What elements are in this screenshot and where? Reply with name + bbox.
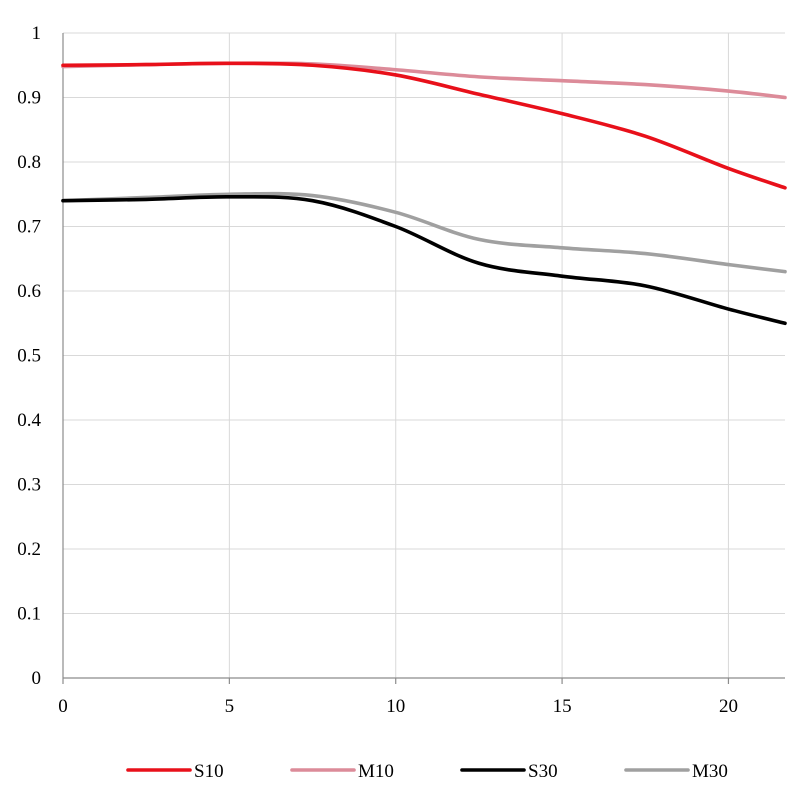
y-tick-label: 0.9 <box>17 88 41 109</box>
y-tick-label: 0 <box>32 668 42 689</box>
grid-layer <box>63 32 785 678</box>
x-tick-label: 15 <box>553 696 572 717</box>
series-line-s30 <box>61 195 787 326</box>
tick-labels: 00.10.20.30.40.50.60.70.80.910 5 10 15 20 <box>17 23 738 717</box>
x-tick-label: 20 <box>719 696 738 717</box>
y-tick-label: 0.2 <box>17 539 41 560</box>
y-tick-label: 0.8 <box>17 152 41 173</box>
x-tick-label: 5 <box>225 696 235 717</box>
series-line-m30 <box>61 191 787 274</box>
y-tick-label: 0.6 <box>17 281 41 302</box>
legend-label-s30: S30 <box>528 761 558 782</box>
axis-layer <box>62 33 785 684</box>
legend: S10 M10 S30 M30 <box>126 761 728 782</box>
y-tick-label: 0.7 <box>17 217 41 238</box>
legend-label-s10: S10 <box>194 761 224 782</box>
y-tick-label: 0.1 <box>17 604 41 625</box>
x-tick-label: 10 <box>386 696 405 717</box>
y-tick-label: 0.5 <box>17 346 41 367</box>
x-tick-label: 0 <box>58 696 68 717</box>
legend-label-m10: M10 <box>358 761 394 782</box>
series-line-s10 <box>61 61 787 190</box>
series-layer <box>61 61 787 326</box>
y-tick-label: 1 <box>32 23 42 44</box>
y-tick-label: 0.4 <box>17 410 41 431</box>
y-tick-label: 0.3 <box>17 475 41 496</box>
legend-label-m30: M30 <box>692 761 728 782</box>
